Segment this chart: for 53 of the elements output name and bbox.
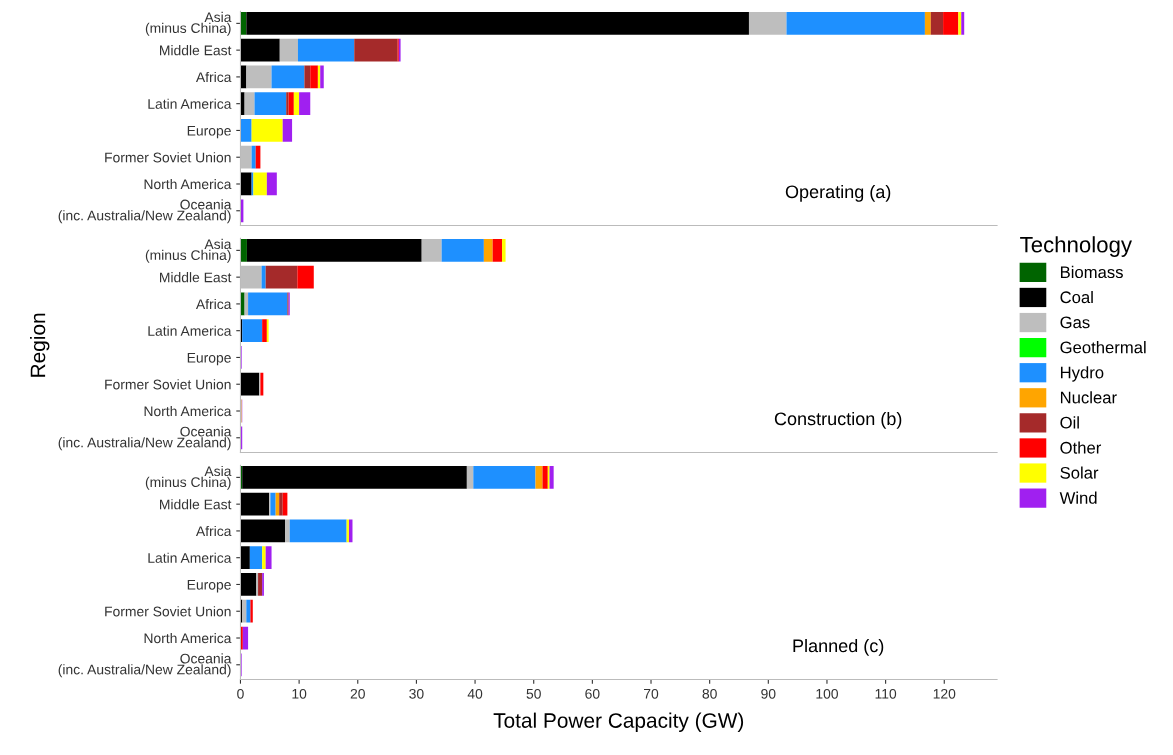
x-tick-label: 60 <box>585 688 600 699</box>
y-tick-label: Middle East <box>160 272 232 283</box>
y-tick-label: Europe <box>187 579 231 593</box>
annotation: Operating (a) <box>785 184 891 202</box>
y-tick-label: North America <box>144 405 232 417</box>
y-tick-label: Asia (minus China) <box>145 465 232 490</box>
x-tick-label: 20 <box>350 688 365 699</box>
y-tick-label: Former Soviet Union <box>105 606 231 617</box>
legend-label: Biomass <box>1060 265 1123 279</box>
y-tick-label: Africa <box>195 525 232 537</box>
x-tick-label: 10 <box>292 688 307 699</box>
legend-label: Solar <box>1060 466 1099 479</box>
annotation: Construction (b) <box>774 411 902 429</box>
y-tick-label: Former Soviet Union <box>105 379 231 390</box>
legend-label: Wind <box>1059 491 1097 504</box>
y-tick-label: Europe <box>187 125 231 139</box>
legend-label: Coal <box>1060 290 1093 304</box>
x-tick-label: 90 <box>761 688 776 699</box>
y-tick-label: Latin America <box>148 552 232 563</box>
x-tick-label: 40 <box>467 688 483 699</box>
x-tick-label: 100 <box>816 688 839 699</box>
x-tick-label: 80 <box>702 688 717 699</box>
y-tick-label: North America <box>144 632 232 644</box>
legend-label: Gas <box>1060 316 1090 329</box>
y-tick-label: Middle East <box>160 499 232 510</box>
y-axis-title: Region <box>30 313 50 377</box>
y-tick-label: Latin America <box>148 325 232 336</box>
legend-title: Technology <box>1020 236 1132 257</box>
annotation: Planned (c) <box>793 638 884 656</box>
y-tick-label: Asia (minus China) <box>145 238 232 263</box>
x-tick-label: 0 <box>237 688 244 699</box>
x-tick-label: 120 <box>933 688 956 699</box>
y-tick-label: Europe <box>187 352 231 366</box>
y-tick-label: North America <box>144 178 232 190</box>
x-tick-label: 50 <box>526 688 541 699</box>
y-tick-label: Africa <box>195 298 232 310</box>
y-tick-label: Asia (minus China) <box>145 11 232 36</box>
legend-label: Geothermal <box>1060 341 1146 354</box>
legend-label: Hydro <box>1060 366 1104 382</box>
y-tick-label: Latin America <box>148 98 232 109</box>
y-tick-label: Oceania (inc. Australia/New Zealand) <box>58 199 232 224</box>
legend-label: Other <box>1060 441 1102 454</box>
legend-label: Nuclear <box>1060 391 1117 404</box>
y-tick-label: Middle East <box>160 45 232 56</box>
y-tick-label: Africa <box>195 71 232 83</box>
x-tick-label: 70 <box>644 688 659 699</box>
x-axis-title: Total Power Capacity (GW) <box>493 712 744 733</box>
y-tick-label: Oceania (inc. Australia/New Zealand) <box>58 653 232 678</box>
y-tick-label: Former Soviet Union <box>105 152 231 163</box>
x-tick-label: 30 <box>409 688 424 699</box>
y-tick-label: Oceania (inc. Australia/New Zealand) <box>58 426 232 451</box>
x-tick-label: 110 <box>875 688 897 699</box>
legend-label: Oil <box>1060 416 1079 429</box>
